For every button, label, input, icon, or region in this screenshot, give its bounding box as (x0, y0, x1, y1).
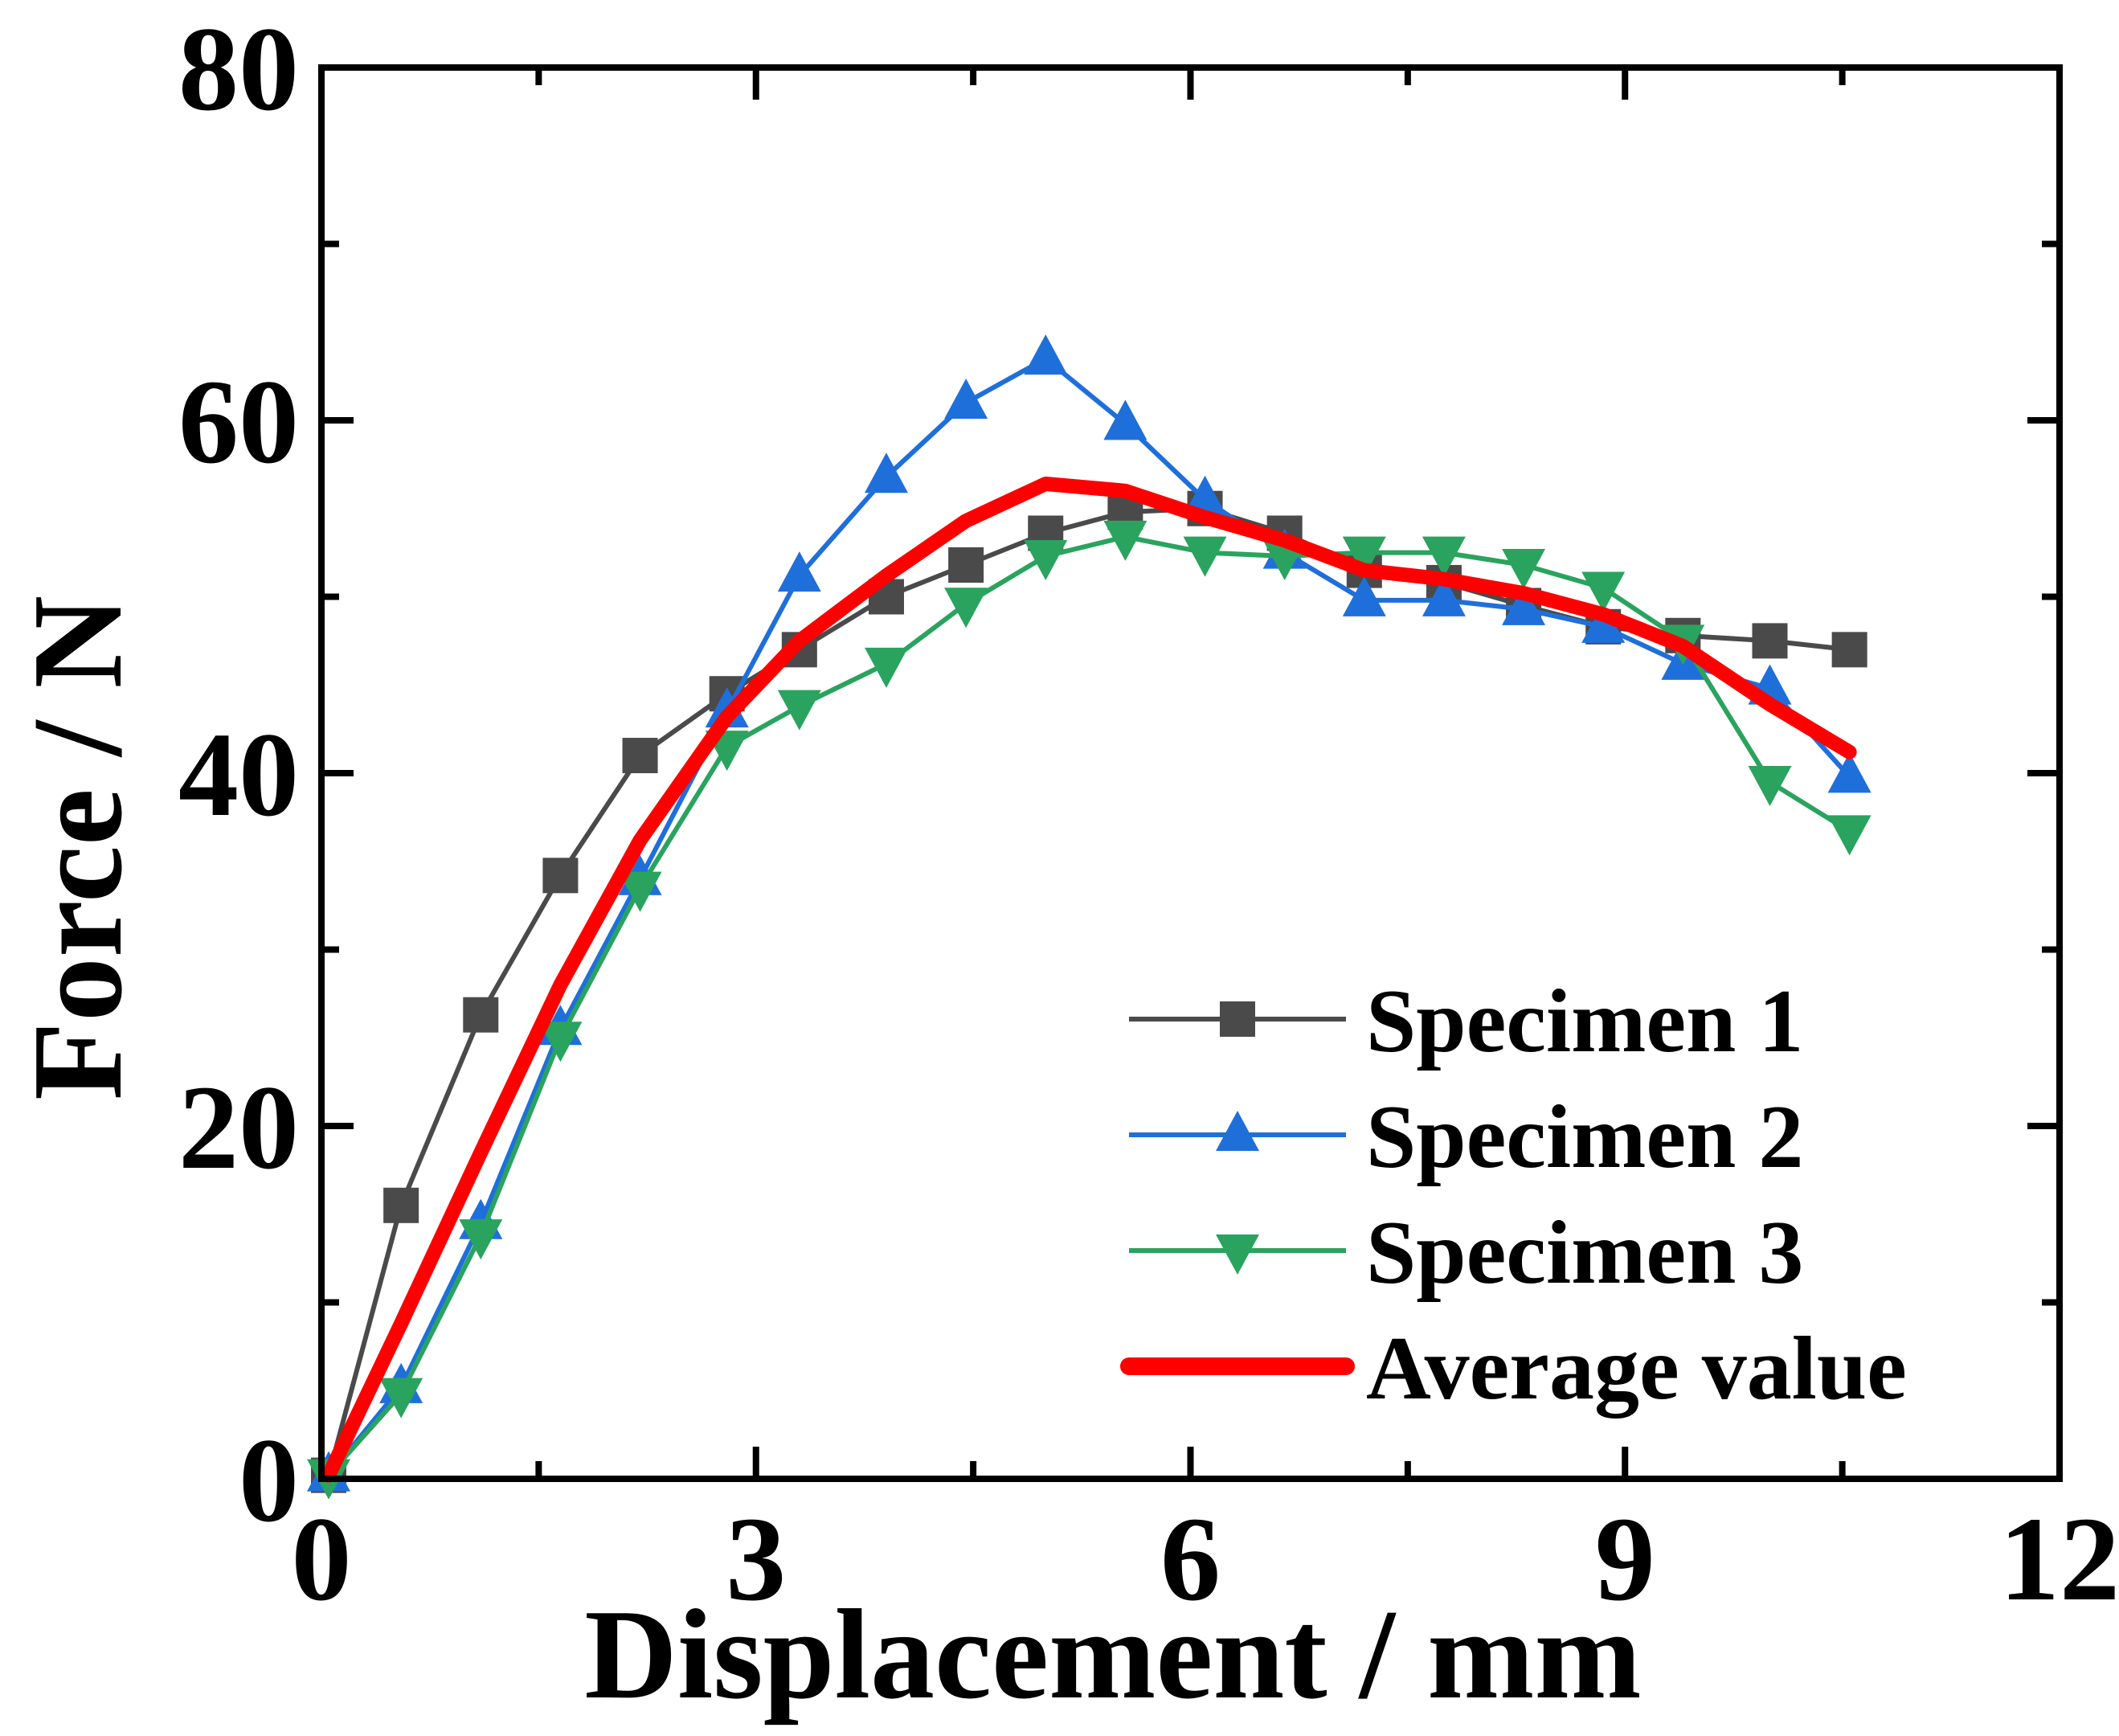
data-point (1342, 575, 1386, 616)
data-point (1183, 475, 1227, 516)
data-point (1581, 571, 1626, 612)
x-tick-label: 6 (1160, 1492, 1221, 1626)
data-point (944, 588, 988, 628)
data-point (1024, 540, 1068, 581)
legend-label: Specimen 3 (1366, 1203, 1803, 1303)
data-point (1752, 623, 1788, 659)
y-tick-label: 80 (178, 2, 299, 136)
x-axis-title: Displacement / mm (584, 1582, 1641, 1726)
y-tick-label: 60 (178, 355, 299, 489)
data-point (379, 1378, 423, 1419)
data-point (1422, 575, 1466, 616)
data-point (944, 379, 988, 420)
data-point (1827, 815, 1872, 856)
x-tick-label: 12 (1999, 1492, 2119, 1626)
legend-marker (1216, 1111, 1259, 1151)
legend-label: Average value (1366, 1319, 1907, 1419)
data-point (383, 1187, 419, 1223)
data-point (864, 647, 908, 688)
legend: Specimen 1 Specimen 2 Specimen 3 Average va… (1120, 972, 1907, 1419)
data-point (777, 690, 821, 731)
data-point (1342, 536, 1386, 577)
y-tick-label: 20 (178, 1061, 299, 1194)
plot-frame (318, 64, 2063, 1482)
data-point (459, 1219, 503, 1260)
data-point (1502, 584, 1546, 625)
data-point (538, 1022, 583, 1062)
data-point (1422, 536, 1466, 577)
legend-item: Specimen 3 (1129, 1203, 1803, 1303)
legend-label: Specimen 1 (1366, 972, 1803, 1071)
data-point (622, 738, 658, 774)
data-point (1103, 520, 1147, 561)
x-tick-label: 0 (292, 1492, 352, 1626)
legend-item: Average value (1120, 1319, 1907, 1419)
series-line (326, 356, 1852, 1478)
y-tick-label: 40 (178, 708, 299, 841)
y-axis-title: Force / N (6, 596, 149, 1100)
legend-item: Specimen 1 (1129, 972, 1803, 1071)
data-point (1103, 399, 1147, 440)
data-point (463, 997, 499, 1033)
series-4 (321, 477, 1857, 1483)
data-point (777, 551, 821, 592)
frame-layer (318, 64, 2063, 1482)
data-point (1024, 334, 1068, 375)
data-point (1748, 765, 1792, 806)
data-point (1183, 536, 1227, 577)
data-point (948, 547, 984, 583)
legend-marker (1216, 1234, 1259, 1275)
legend-label: Specimen 2 (1366, 1087, 1803, 1187)
series-line (321, 477, 1857, 1483)
y-tick-label: 0 (239, 1414, 299, 1547)
data-point (542, 858, 579, 894)
y-axis: 0 20 40 60 80 (178, 2, 2060, 1547)
legend-marker (1220, 1001, 1255, 1037)
data-point (618, 871, 662, 912)
data-point (1831, 632, 1867, 668)
series-layer (307, 334, 1872, 1500)
x-tick-label: 9 (1595, 1492, 1655, 1626)
data-point (864, 452, 908, 493)
legend-item: Specimen 2 (1129, 1087, 1803, 1187)
data-point (1581, 602, 1626, 643)
data-point (1827, 752, 1872, 793)
data-point (1502, 548, 1546, 589)
x-tick-label: 3 (726, 1492, 786, 1626)
